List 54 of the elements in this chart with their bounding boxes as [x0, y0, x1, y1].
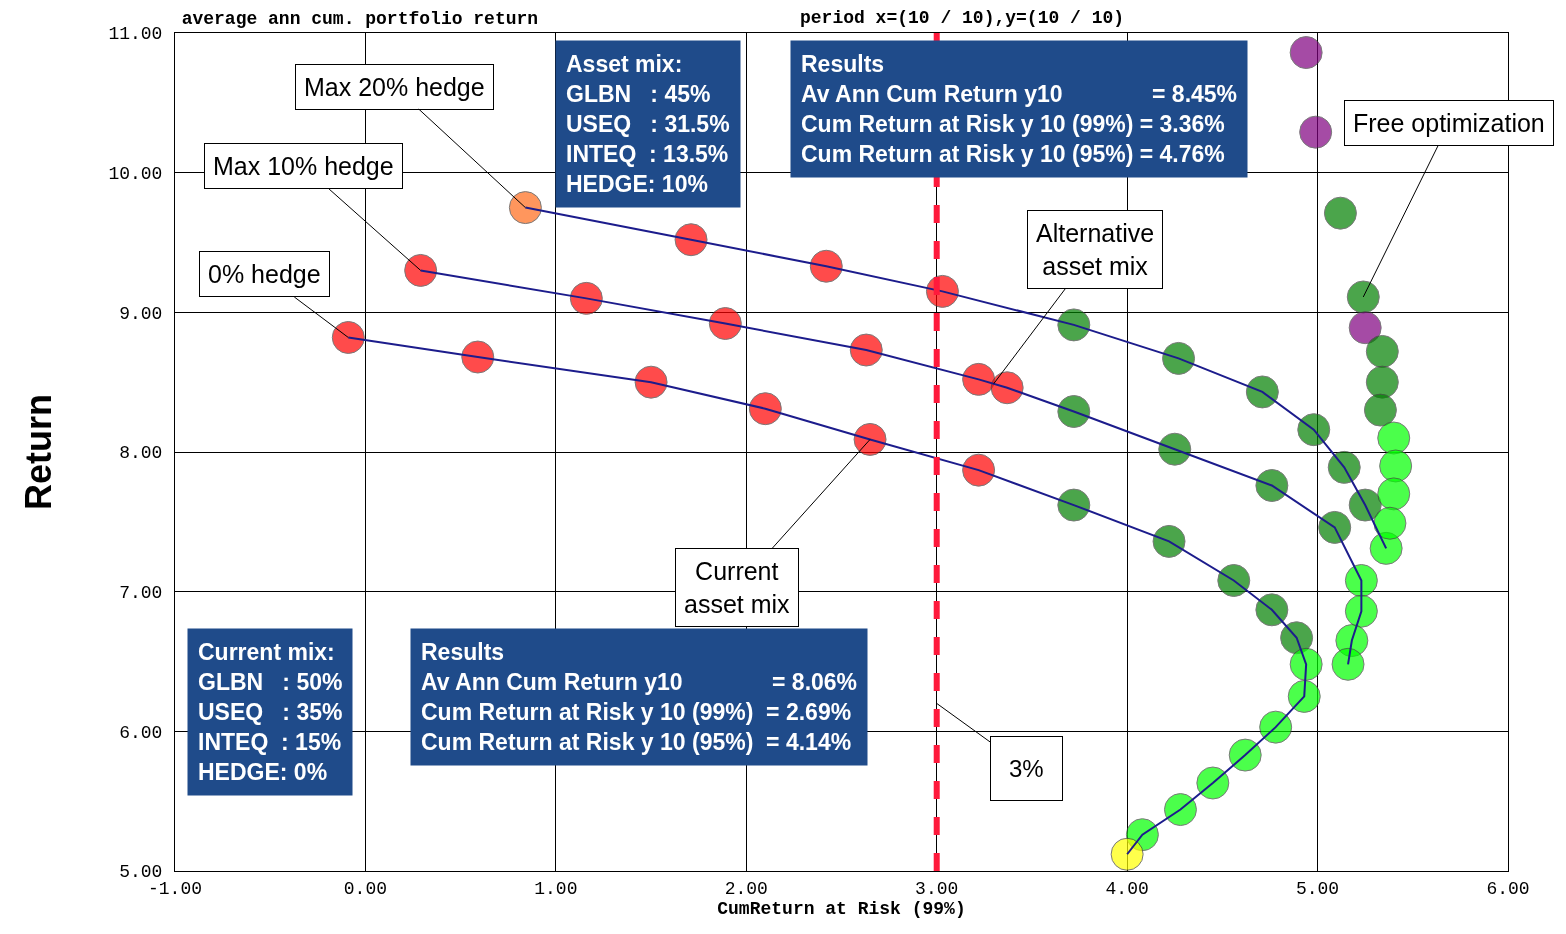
point — [1289, 647, 1323, 681]
y-tick-label: 6.00 — [119, 722, 163, 743]
y-tick-label: 7.00 — [119, 582, 163, 603]
y-axis-title: Return — [18, 394, 60, 510]
point — [1162, 341, 1196, 375]
y-tick-label: 11.00 — [108, 24, 163, 45]
point — [404, 253, 438, 287]
point — [1289, 36, 1323, 70]
annotation: Alternative asset mix — [1036, 219, 1155, 280]
point — [1245, 375, 1279, 409]
x-tick-label: 0.00 — [343, 878, 388, 899]
point — [990, 371, 1024, 405]
annotation: Current mix: GLBN : 50% USEQ : 35% INTEQ : 15% HEDGE: 0% — [198, 639, 343, 785]
x-tick-label: 1.00 — [534, 878, 578, 899]
annotation: Max 10% hedge — [213, 152, 394, 180]
point — [1259, 710, 1293, 744]
point — [1365, 365, 1399, 399]
point — [1327, 450, 1361, 484]
point — [508, 191, 542, 225]
ref-line-label: 3% — [1009, 755, 1044, 782]
point — [1287, 679, 1321, 713]
x-axis-title: CumReturn at Risk (99%) — [717, 898, 966, 919]
x-tick-label: 6.00 — [1486, 878, 1530, 899]
point — [1196, 766, 1230, 800]
annotation: Results Av Ann Cum Return y10 = 8.45% Cum Return at Risk y 10 (99%) = 3.36% Cum Return at Risk y 10 (95%) = 4.76% — [801, 51, 1238, 167]
chart-subtitle: period x=(10 / 10),y=(10 / 10) — [800, 8, 1125, 28]
point — [1299, 115, 1333, 149]
point — [708, 307, 742, 340]
y-tick-label: 9.00 — [119, 303, 163, 324]
point — [569, 281, 603, 315]
point — [1323, 196, 1357, 230]
chart-title: average ann cum. portfolio return — [181, 9, 539, 30]
x-tick-label: 4.00 — [1105, 878, 1149, 899]
point — [1163, 793, 1197, 827]
x-tick-label: 2.00 — [724, 878, 768, 899]
annotation: Asset mix: GLBN : 45% USEQ : 31.5% INTEQ : 13.5% HEDGE: 10% — [566, 51, 730, 197]
annotation: Results Av Ann Cum Return y10 = 8.06% Cum Return at Risk y 10 (99%) = 2.69% Cum Return at Risk y 10 (95%) = 4.14% — [421, 639, 858, 755]
point — [1228, 738, 1262, 772]
point — [1365, 334, 1399, 368]
point — [1348, 311, 1382, 345]
y-tick-label: 8.00 — [119, 443, 163, 464]
point — [849, 333, 883, 367]
annotation: 0% hedge — [208, 260, 321, 288]
x-tick-label: 5.00 — [1295, 878, 1340, 899]
point — [1297, 413, 1331, 447]
point — [1110, 837, 1144, 871]
annotation: Current asset mix — [684, 557, 791, 618]
point — [1057, 308, 1091, 342]
point — [1346, 280, 1380, 314]
annotation: Max 20% hedge — [304, 73, 485, 101]
x-tick-label: 3.00 — [915, 878, 959, 899]
y-tick-label: 10.00 — [108, 163, 163, 184]
point — [1363, 393, 1397, 427]
annotation: Free optimization — [1353, 109, 1545, 137]
